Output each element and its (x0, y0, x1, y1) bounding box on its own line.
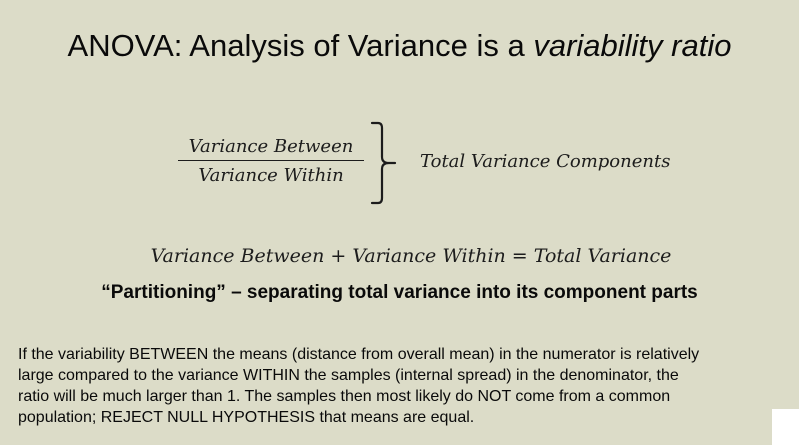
explanation-line: large compared to the variance WITHIN th… (18, 367, 679, 384)
explanation-paragraph: If the variability BETWEEN the means (di… (18, 344, 799, 428)
fraction-numerator: Variance Between (178, 136, 364, 161)
partitioning-statement: “Partitioning” – separating total varian… (101, 282, 698, 303)
explanation-line: If the variability BETWEEN the means (di… (18, 346, 700, 363)
title-emphasis: variability ratio (533, 28, 732, 63)
variance-equation: Variance Between + Variance Within = Tot… (150, 245, 672, 267)
explanation-line: population; REJECT NULL HYPOTHESIS that … (18, 409, 475, 426)
explanation-line: ratio will be much larger than 1. The sa… (18, 388, 671, 405)
right-brace-icon (370, 121, 397, 205)
title-prefix: ANOVA: Analysis of Variance is a (67, 28, 534, 63)
variance-ratio-fraction: Variance Between Variance Within (178, 136, 364, 186)
fraction-denominator: Variance Within (198, 165, 344, 186)
slide-title: ANOVA: Analysis of Variance is a variabi… (0, 28, 799, 64)
corner-patch (772, 409, 799, 445)
total-variance-components: Total Variance Components (420, 151, 671, 172)
